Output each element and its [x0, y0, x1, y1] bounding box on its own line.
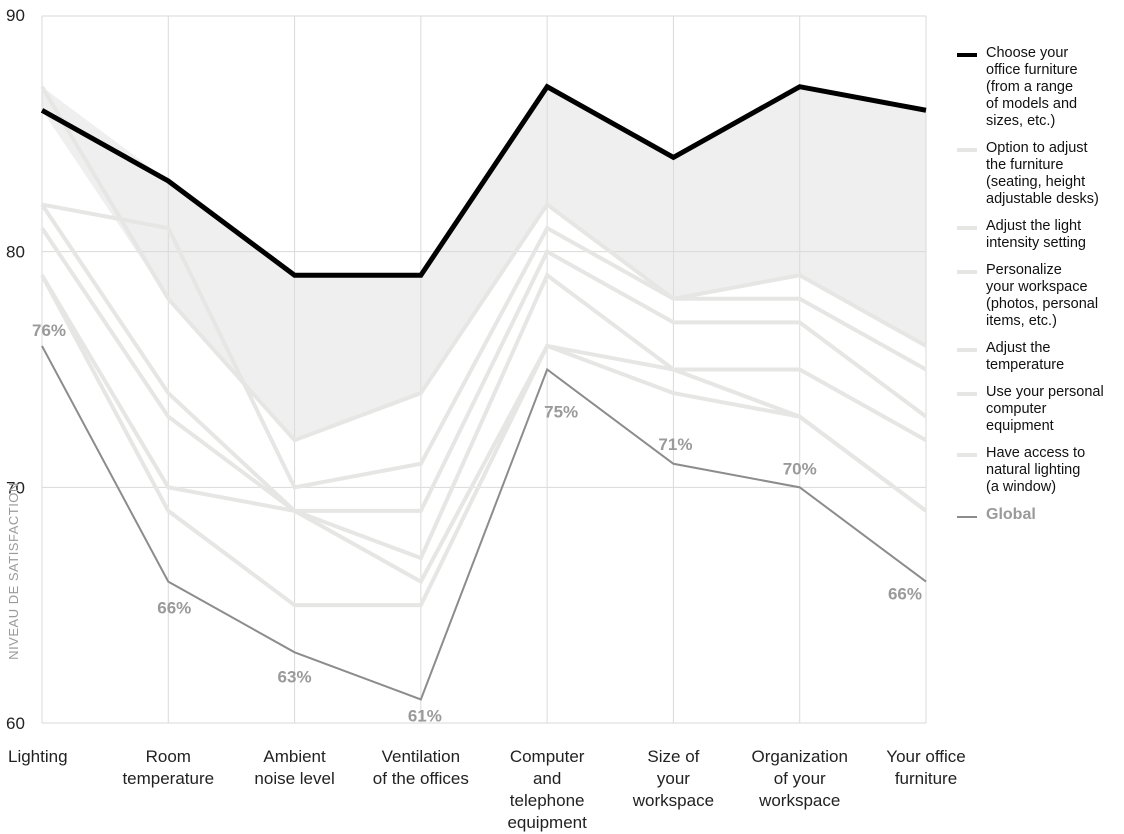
- legend-label: Personalize your workspace (photos, pers…: [986, 262, 1099, 329]
- legend-label: Have access to natural lighting (a windo…: [986, 445, 1086, 495]
- legend-item: Personalize your workspace (photos, pers…: [957, 262, 1122, 330]
- x-category-label: Organization of your workspace: [752, 747, 848, 810]
- global-data-label: 70%: [783, 459, 817, 478]
- legend-swatch: [957, 348, 977, 352]
- legend-swatch: [957, 148, 977, 152]
- global-data-label: 61%: [408, 706, 442, 725]
- global-data-label: 75%: [544, 403, 578, 422]
- legend-swatch: [957, 392, 977, 396]
- series-line-0: [40, 83, 927, 278]
- legend-swatch: [957, 53, 977, 57]
- legend-label: Option to adjust the furniture (seating,…: [986, 140, 1099, 207]
- legend-item: Have access to natural lighting (a windo…: [957, 445, 1122, 496]
- x-category-label: Size of your workspace: [632, 747, 714, 810]
- legend-label: Adjust the temperature: [986, 340, 1065, 373]
- legend: Choose your office furniture (from a ran…: [957, 45, 1122, 533]
- y-tick-label: 70: [6, 478, 25, 497]
- series-line-2: [41, 202, 927, 490]
- legend-swatch: [957, 270, 977, 274]
- x-category-label: Ambient noise level: [254, 747, 334, 788]
- highlight-band: [42, 86, 926, 441]
- global-data-label: 76%: [32, 321, 66, 340]
- series-line-4: [40, 226, 927, 561]
- legend-item: Choose your office furniture (from a ran…: [957, 45, 1122, 130]
- legend-item: Adjust the light intensity setting: [957, 218, 1122, 252]
- global-data-label: 66%: [157, 599, 191, 618]
- highlight-band-layer: [42, 86, 926, 441]
- global-data-label: 63%: [278, 667, 312, 686]
- y-axis-label: NIVEAU DE SATISFACTION: [6, 482, 21, 660]
- legend-label: Choose your office furniture (from a ran…: [986, 45, 1078, 129]
- legend-item: Use your personal computer equipment: [957, 384, 1122, 435]
- legend-item: Adjust the temperature: [957, 340, 1122, 374]
- global-data-label: 66%: [888, 585, 922, 604]
- series-line-1: [40, 85, 927, 443]
- legend-swatch: [957, 453, 977, 457]
- y-tick-label: 80: [6, 243, 25, 262]
- legend-item: Global: [957, 506, 1122, 523]
- x-category-label: Lighting: [8, 747, 68, 766]
- legend-label: Adjust the light intensity setting: [986, 218, 1086, 251]
- legend-label: Use your personal computer equipment: [986, 384, 1104, 434]
- legend-swatch: [957, 516, 977, 518]
- axis-labels: 60 70 80 90 NIVEAU DE SATISFACTION Lighting Ro…: [6, 6, 966, 832]
- series-line-6: [40, 274, 928, 608]
- x-category-label: Your office furniture: [886, 747, 965, 788]
- series-line-7: [41, 345, 927, 701]
- legend-swatch: [957, 226, 977, 230]
- global-data-label: 71%: [658, 435, 692, 454]
- x-category-label: Computer and telephone equipment: [507, 747, 587, 832]
- y-tick-label: 60: [6, 714, 25, 733]
- series-line-3: [40, 203, 928, 513]
- legend-label: Global: [986, 506, 1036, 523]
- y-tick-label: 90: [6, 6, 25, 25]
- series-line-5: [40, 274, 928, 585]
- legend-item: Option to adjust the furniture (seating,…: [957, 140, 1122, 208]
- series-lines: [40, 83, 928, 701]
- x-category-label: Room temperature: [122, 747, 214, 788]
- x-category-label: Ventilation of the offices: [373, 747, 469, 788]
- data-labels: 76% 66% 63% 61% 75% 71% 70% 66%: [32, 321, 922, 726]
